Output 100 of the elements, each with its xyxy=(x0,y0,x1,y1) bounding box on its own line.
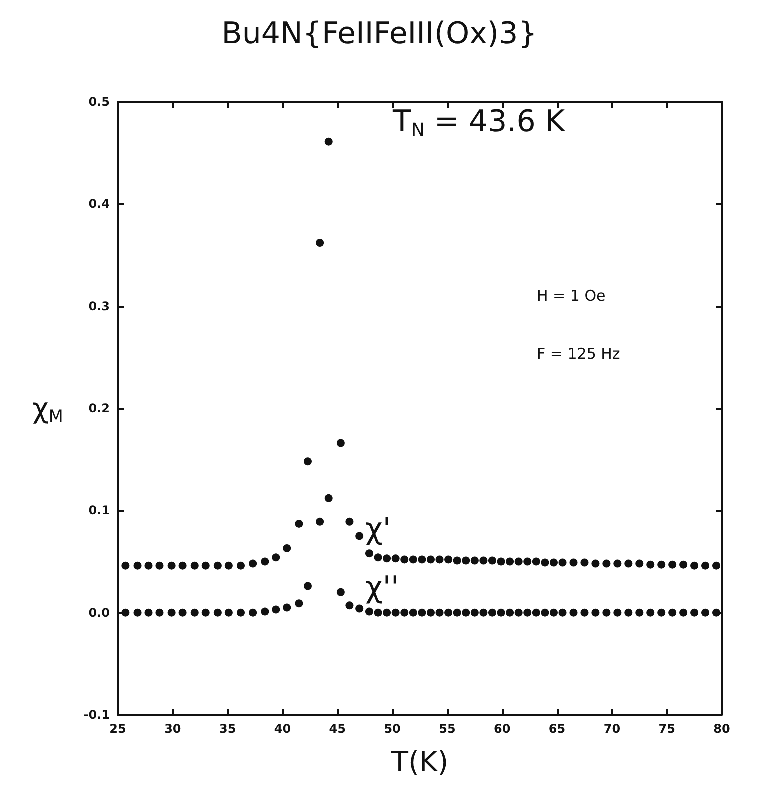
point xyxy=(550,608,558,617)
point xyxy=(168,562,176,570)
x-tick-label: 60 xyxy=(494,722,511,736)
point xyxy=(122,608,130,617)
point xyxy=(462,556,470,565)
point xyxy=(436,608,444,617)
point xyxy=(426,556,435,564)
point xyxy=(614,608,622,617)
point xyxy=(134,608,142,617)
point xyxy=(365,608,374,616)
point xyxy=(249,608,258,617)
point xyxy=(272,606,280,614)
point xyxy=(202,608,210,617)
point xyxy=(524,608,532,617)
point xyxy=(444,608,453,617)
point xyxy=(680,608,688,617)
point xyxy=(646,560,655,569)
point xyxy=(392,608,400,617)
point xyxy=(418,556,426,564)
point xyxy=(532,558,540,566)
point xyxy=(541,608,550,617)
point xyxy=(602,560,611,568)
point xyxy=(580,558,589,567)
point xyxy=(514,558,523,566)
point xyxy=(506,558,514,566)
x-tick-label: 50 xyxy=(384,722,401,736)
x-tick-label: 75 xyxy=(658,722,676,736)
point xyxy=(488,608,496,617)
x-tick-label: 55 xyxy=(439,722,456,736)
point xyxy=(488,556,496,565)
point xyxy=(514,608,523,617)
point xyxy=(680,560,688,569)
point xyxy=(392,554,400,563)
point xyxy=(283,544,292,552)
point xyxy=(592,608,600,617)
point xyxy=(304,582,312,590)
point xyxy=(324,494,333,502)
point xyxy=(156,608,164,617)
point xyxy=(237,608,245,617)
point xyxy=(261,608,270,616)
point xyxy=(636,560,644,568)
x-tick-label: 35 xyxy=(219,722,236,736)
y-tick-label: -0.1 xyxy=(84,708,110,722)
point xyxy=(658,560,666,569)
y-tick-label: 0.0 xyxy=(88,606,110,620)
series-label: χ'' xyxy=(365,570,400,606)
x-axis-title: T(K) xyxy=(390,746,449,778)
point xyxy=(497,558,506,566)
point xyxy=(144,608,153,617)
point xyxy=(295,600,304,608)
point xyxy=(550,558,558,567)
point xyxy=(558,608,567,617)
point xyxy=(134,562,142,570)
point xyxy=(453,608,462,617)
point xyxy=(346,602,354,610)
point xyxy=(168,608,176,617)
point xyxy=(356,604,364,613)
point xyxy=(524,558,532,566)
point xyxy=(646,608,655,617)
point xyxy=(480,608,488,617)
point xyxy=(190,562,199,570)
y-tick-label: 0.5 xyxy=(88,95,110,109)
point xyxy=(295,520,304,528)
point xyxy=(383,608,392,617)
point xyxy=(178,562,187,570)
point xyxy=(480,556,488,565)
point xyxy=(365,550,374,558)
x-tick-label: 80 xyxy=(714,722,730,736)
x-tick-label: 65 xyxy=(548,722,566,736)
point xyxy=(614,560,622,568)
y-tick-label: 0.2 xyxy=(88,402,110,416)
point xyxy=(224,608,233,617)
x-tick-label: 45 xyxy=(329,722,346,736)
chart-title: Bu4N{FeIIFeIII(Ox)3} xyxy=(222,16,538,52)
point xyxy=(214,608,222,617)
annotation: F = 125 Hz xyxy=(537,345,620,363)
x-tick-label: 30 xyxy=(164,722,182,736)
point xyxy=(690,562,699,570)
point xyxy=(374,608,382,617)
point xyxy=(470,608,479,617)
point xyxy=(506,608,514,617)
point xyxy=(336,588,345,596)
series-label: χ' xyxy=(365,512,392,548)
point xyxy=(418,608,426,617)
point xyxy=(409,608,418,617)
point xyxy=(426,608,435,617)
point xyxy=(374,554,382,562)
point xyxy=(356,532,364,540)
point xyxy=(580,608,589,617)
y-tick-label: 0.1 xyxy=(88,504,110,518)
point xyxy=(658,608,666,617)
point xyxy=(624,608,633,617)
point xyxy=(462,608,470,617)
point xyxy=(541,558,550,567)
point xyxy=(668,560,677,569)
y-tick-label: 0.3 xyxy=(88,299,110,314)
point xyxy=(409,556,418,564)
point xyxy=(122,562,130,570)
point xyxy=(261,558,270,566)
point xyxy=(316,518,324,526)
